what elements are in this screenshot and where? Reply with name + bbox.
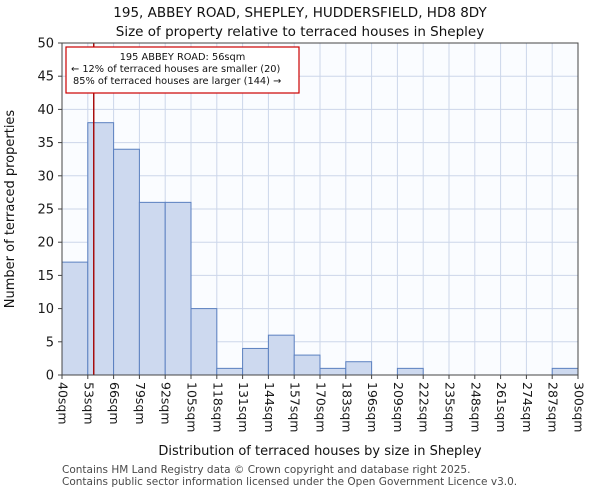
y-tick-label: 25 [37,203,54,218]
x-tick-label: 144sqm [262,382,277,432]
histogram-bar [216,367,244,376]
x-tick-label: 105sqm [185,382,200,432]
histogram-bar [396,367,424,376]
x-tick-label: 131sqm [236,382,251,432]
histogram-bar [61,261,89,376]
histogram-bar [113,148,140,376]
histogram-bar [190,308,218,376]
chart-subtitle: Size of property relative to terraced ho… [115,24,485,40]
x-tick-label: 92sqm [159,382,174,425]
x-tick-label: 209sqm [391,382,406,432]
y-axis-label: Number of terraced properties [3,110,18,309]
y-tick-label: 15 [37,269,54,284]
histogram-bar [164,201,192,376]
x-tick-label: 287sqm [546,382,561,432]
histogram-bar [87,122,115,376]
histogram-bar [551,367,579,376]
y-tick-label: 20 [37,236,54,251]
annotation-smaller-text: ← 12% of terraced houses are smaller (20… [71,64,280,75]
histogram-bar [345,361,373,376]
x-tick-label: 222sqm [417,382,432,432]
y-tick-label: 35 [37,136,54,151]
footer: Contains HM Land Registry data © Crown c… [62,464,518,488]
x-tick-label: 157sqm [288,382,303,432]
annotation-title: 195 ABBEY ROAD: 56sqm [120,52,246,63]
y-tick-label: 0 [46,369,54,384]
histogram-bar [242,347,269,376]
chart-title: 195, ABBEY ROAD, SHEPLEY, HUDDERSFIELD, … [113,5,487,21]
x-tick-label: 40sqm [56,382,71,425]
x-axis-label: Distribution of terraced houses by size … [158,444,482,459]
annotation-box [65,46,300,94]
footer-line1: Contains HM Land Registry data © Crown c… [62,464,471,476]
x-tick-label: 118sqm [210,382,225,432]
x-tick-label: 248sqm [468,382,483,432]
histogram-bar [267,334,295,376]
x-tick-label: 79sqm [133,382,148,425]
x-tick-label: 235sqm [443,382,458,432]
x-tick-label: 66sqm [107,382,122,425]
annotation-larger-text: 85% of terraced houses are larger (144) … [73,76,281,87]
y-tick-label: 45 [37,70,54,85]
x-tick-label: 53sqm [81,382,96,425]
y-tick-label: 5 [46,335,54,350]
x-tick-label: 261sqm [494,382,509,432]
histogram-bar [138,201,166,376]
y-tick-label: 30 [37,169,54,184]
x-tick-label: 183sqm [339,382,354,432]
footer-line2: Contains public sector information licen… [62,475,518,488]
histogram-bar [319,367,347,376]
x-tick-label: 274sqm [520,382,535,432]
histogram-bar [293,354,321,376]
y-tick-label: 50 [37,37,54,52]
y-tick-label: 10 [37,302,54,317]
y-tick-label: 40 [37,103,54,118]
x-tick-label: 300sqm [572,382,587,432]
x-tick-label: 196sqm [365,382,380,432]
x-tick-label: 170sqm [314,382,329,432]
size-distribution-chart: 0 5 10 15 20 25 30 35 40 45 50 40sqm 53sqm 66sqm 79sqm… [3,37,587,460]
